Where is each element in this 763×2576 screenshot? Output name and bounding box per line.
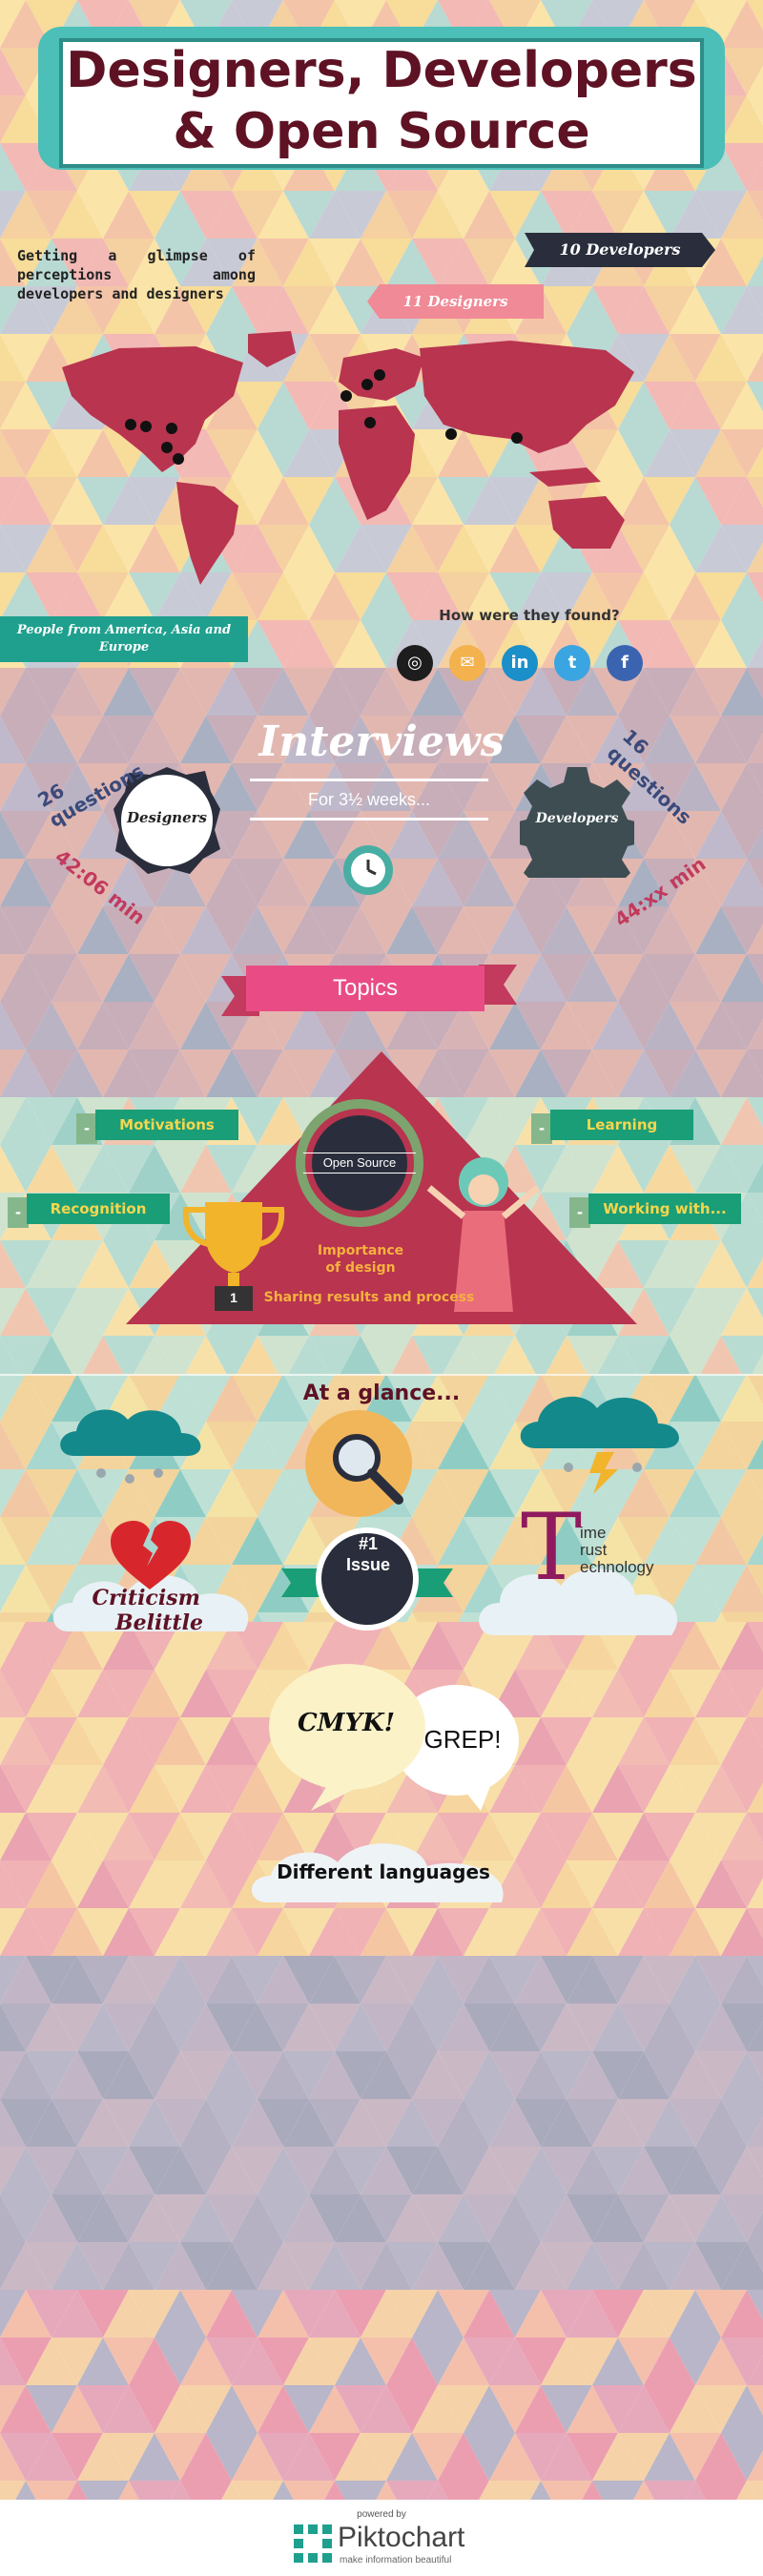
issue-label: #1 Issue bbox=[311, 1533, 425, 1575]
topic-tag-marker: - bbox=[531, 1113, 552, 1144]
title-panel bbox=[59, 38, 704, 168]
powered-by-text: powered by bbox=[357, 2509, 406, 2520]
south-america-shape bbox=[176, 482, 238, 585]
importance-line-1: Importance bbox=[317, 1243, 404, 1258]
indonesia-shape bbox=[529, 467, 601, 487]
trophy-number: 1 bbox=[230, 1290, 237, 1305]
broken-heart-icon bbox=[111, 1521, 191, 1589]
criticism-word: Criticism bbox=[92, 1586, 200, 1610]
ttt-cloud bbox=[479, 1568, 678, 1635]
found-title: How were they found? bbox=[439, 607, 620, 624]
glance-divider bbox=[0, 1374, 763, 1376]
ttt-words: ime rust echnology bbox=[580, 1525, 685, 1576]
criticism-belittle: Criticism Belittle bbox=[59, 1586, 259, 1635]
issue-number: #1 bbox=[358, 1534, 379, 1553]
title-line-1: Designers, Developers bbox=[66, 42, 697, 99]
designers-count-ribbon: 11 Designers bbox=[367, 284, 544, 319]
developers-count-ribbon: 10 Developers bbox=[525, 233, 715, 267]
regions-label-line-1: People from America, Asia and bbox=[16, 623, 232, 637]
email-icon[interactable]: ✉ bbox=[449, 645, 485, 681]
belittle-word: Belittle bbox=[115, 1610, 203, 1635]
twitter-icon[interactable]: t bbox=[554, 645, 590, 681]
piktochart-logo-icon bbox=[294, 2524, 332, 2563]
topic-tag-learning: Learning bbox=[550, 1110, 693, 1140]
regions-ribbon: People from America, Asia and Europe bbox=[0, 616, 248, 662]
piktochart-tagline: make information beautiful bbox=[340, 2555, 452, 2566]
ttt-big-letter: T bbox=[521, 1494, 583, 1601]
australia-shape bbox=[548, 496, 625, 549]
facebook-icon[interactable]: f bbox=[607, 645, 643, 681]
ttt-word-trust: rust bbox=[580, 1541, 608, 1559]
interviews-title: Interviews bbox=[258, 717, 505, 766]
cheering-woman-illustration bbox=[426, 1157, 541, 1312]
storm-cloud-icon bbox=[520, 1396, 679, 1494]
speech-bubbles bbox=[269, 1664, 519, 1811]
topic-tag-marker: - bbox=[569, 1197, 590, 1228]
designers-badge bbox=[113, 767, 220, 874]
page-title: Designers, Developers & Open Source bbox=[59, 40, 704, 162]
interviews-duration: For 3½ weeks... bbox=[250, 779, 488, 821]
designers-label: Designers bbox=[127, 809, 207, 826]
languages-cloud bbox=[251, 1843, 504, 1902]
ttt-word-time: ime bbox=[580, 1524, 607, 1542]
importance-of-design: Importance of design bbox=[303, 1242, 418, 1277]
open-source-ring bbox=[296, 1099, 423, 1227]
world-map bbox=[62, 331, 634, 585]
sharing-results: Sharing results and process bbox=[263, 1290, 475, 1305]
africa-shape bbox=[339, 405, 415, 520]
magnifier-icon bbox=[305, 1410, 412, 1517]
clock-icon bbox=[343, 845, 393, 895]
topic-tag-marker: - bbox=[76, 1113, 97, 1144]
intro-text: Getting a glimpse of perceptions among d… bbox=[17, 247, 256, 302]
developers-label: Developers bbox=[535, 811, 619, 826]
cmyk-bubble-text: CMYK! bbox=[297, 1709, 396, 1737]
asia-shape bbox=[420, 341, 634, 453]
importance-line-2: of design bbox=[325, 1260, 396, 1276]
greenland-shape bbox=[248, 331, 296, 367]
issue-badge bbox=[281, 1527, 453, 1631]
github-icon[interactable]: ◎ bbox=[397, 645, 433, 681]
topic-tag-working-with: Working with... bbox=[588, 1194, 741, 1224]
regions-label-line-2: Europe bbox=[98, 640, 150, 654]
developers-gear bbox=[520, 767, 634, 878]
topic-tag-recognition: Recognition bbox=[27, 1194, 170, 1224]
rain-cloud-icon bbox=[60, 1409, 201, 1484]
linkedin-icon[interactable]: in bbox=[502, 645, 538, 681]
grep-bubble-text: GREP! bbox=[423, 1725, 502, 1754]
open-source-label: Open Source bbox=[303, 1153, 416, 1174]
different-languages: Different languages bbox=[277, 1860, 490, 1883]
trophy-icon bbox=[182, 1202, 285, 1311]
glance-title: At a glance... bbox=[302, 1381, 461, 1405]
criticism-cloud bbox=[52, 1575, 249, 1631]
footer bbox=[0, 2500, 763, 2576]
title-line-2: & Open Source bbox=[173, 103, 590, 160]
topic-tag-marker: - bbox=[8, 1197, 29, 1228]
topic-tag-motivations: Motivations bbox=[95, 1110, 238, 1140]
ttt-word-technology: echnology bbox=[580, 1558, 654, 1576]
issue-word: Issue bbox=[345, 1555, 391, 1574]
topics-title: Topics bbox=[246, 966, 485, 1011]
piktochart-brand[interactable]: Piktochart bbox=[338, 2522, 465, 2553]
north-america-shape bbox=[62, 346, 243, 472]
